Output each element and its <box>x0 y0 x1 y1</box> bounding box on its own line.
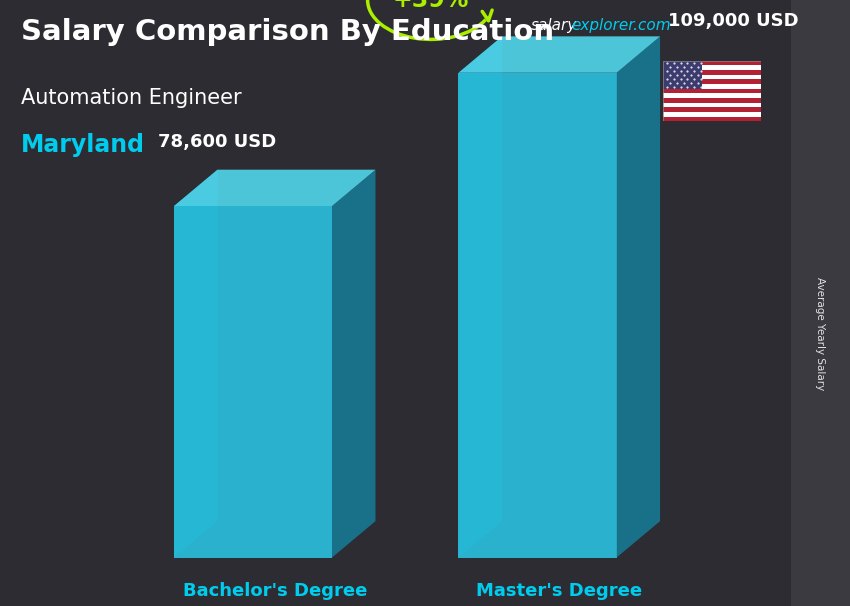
Bar <box>663 65 761 70</box>
Text: Master's Degree: Master's Degree <box>476 582 643 600</box>
Bar <box>663 70 761 75</box>
Bar <box>663 93 761 98</box>
Text: salary: salary <box>531 18 577 33</box>
Bar <box>663 112 761 116</box>
Text: +39%: +39% <box>393 0 469 12</box>
Bar <box>663 79 761 84</box>
Text: Salary Comparison By Education: Salary Comparison By Education <box>21 18 554 46</box>
Bar <box>663 84 761 88</box>
Text: 78,600 USD: 78,600 USD <box>158 133 276 152</box>
Polygon shape <box>616 36 660 558</box>
Text: explorer.com: explorer.com <box>571 18 671 33</box>
Polygon shape <box>174 170 218 558</box>
Text: Maryland: Maryland <box>21 133 145 158</box>
Polygon shape <box>174 206 332 558</box>
Bar <box>663 88 761 93</box>
Polygon shape <box>458 73 616 558</box>
Text: Automation Engineer: Automation Engineer <box>21 88 242 108</box>
Bar <box>663 61 761 65</box>
Bar <box>663 75 761 79</box>
Polygon shape <box>174 170 376 206</box>
Polygon shape <box>458 36 502 558</box>
Text: Bachelor's Degree: Bachelor's Degree <box>183 582 367 600</box>
Text: 109,000 USD: 109,000 USD <box>668 12 799 30</box>
Polygon shape <box>332 170 376 558</box>
Polygon shape <box>458 36 660 73</box>
Bar <box>663 107 761 112</box>
Bar <box>663 116 761 121</box>
Bar <box>663 98 761 102</box>
Bar <box>663 56 702 88</box>
Text: Average Yearly Salary: Average Yearly Salary <box>815 277 825 390</box>
Bar <box>663 102 761 107</box>
